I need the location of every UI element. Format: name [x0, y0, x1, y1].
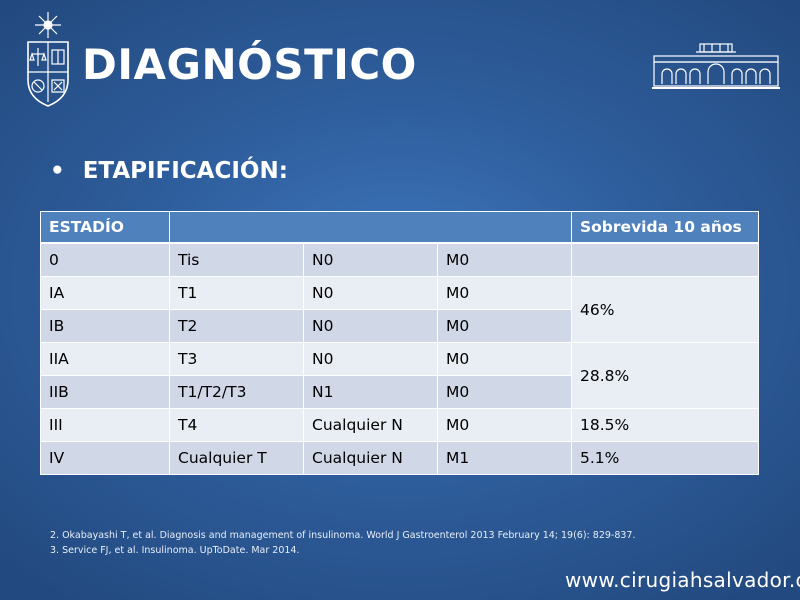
cell-m: M0 — [437, 342, 572, 376]
cell-t: T2 — [169, 309, 304, 343]
cell-stage: 0 — [40, 242, 170, 277]
cell-n: N0 — [303, 276, 438, 310]
references: 2. Okabayashi T, et al. Diagnosis and ma… — [50, 528, 636, 558]
table-row: III T4 Cualquier N M0 18.5% — [40, 408, 759, 442]
cell-m: M0 — [437, 242, 572, 277]
cell-t: T4 — [169, 408, 304, 442]
cell-survival: 28.8% — [571, 342, 759, 409]
table-row: IA T1 N0 M0 46% — [40, 276, 759, 343]
table-row: IIA T3 N0 M0 28.8% — [40, 342, 759, 409]
website-url: www.cirugiahsalvador.cl — [565, 568, 800, 592]
cell-n: N0 — [303, 309, 438, 343]
cell-n: Cualquier N — [303, 408, 438, 442]
cell-n: N0 — [303, 242, 438, 277]
cell-survival: 46% — [571, 276, 759, 343]
bullet-text: ETAPIFICACIÓN: — [82, 158, 288, 184]
table-row: 0 Tis N0 M0 — [40, 242, 759, 277]
header-survival: Sobrevida 10 años — [571, 211, 759, 244]
bullet-dot: • — [50, 158, 65, 184]
cell-stage: IB — [40, 309, 170, 343]
university-crest-icon — [27, 12, 69, 107]
cell-stage: III — [40, 408, 170, 442]
hospital-building-icon — [652, 43, 780, 89]
cell-n: Cualquier N — [303, 441, 438, 475]
cell-stage: IIA — [40, 342, 170, 376]
cell-m: M0 — [437, 375, 572, 409]
reference-item: 3. Service FJ, et al. Insulinoma. UpToDa… — [50, 545, 300, 556]
cell-t: Cualquier T — [169, 441, 304, 475]
cell-stage: IA — [40, 276, 170, 310]
table-header-row: ESTADÍO Sobrevida 10 años — [40, 211, 759, 244]
cell-m: M0 — [437, 408, 572, 442]
cell-n: N1 — [303, 375, 438, 409]
reference-item: 2. Okabayashi T, et al. Diagnosis and ma… — [50, 530, 636, 541]
cell-m: M0 — [437, 276, 572, 310]
cell-stage: IIB — [40, 375, 170, 409]
cell-t: T1/T2/T3 — [169, 375, 304, 409]
cell-survival — [571, 242, 759, 277]
cell-m: M0 — [437, 309, 572, 343]
cell-survival: 5.1% — [571, 441, 759, 475]
cell-t: Tis — [169, 242, 304, 277]
cell-m: M1 — [437, 441, 572, 475]
header-stage: ESTADÍO — [40, 211, 170, 244]
staging-table: ESTADÍO Sobrevida 10 años 0 Tis N0 M0 IA… — [40, 211, 759, 475]
bullet-heading: • ETAPIFICACIÓN: — [50, 158, 288, 184]
cell-t: T3 — [169, 342, 304, 376]
table-row: IV Cualquier T Cualquier N M1 5.1% — [40, 441, 759, 475]
header-blank — [169, 211, 572, 244]
table-row: IIB T1/T2/T3 N1 M0 — [40, 375, 759, 409]
cell-t: T1 — [169, 276, 304, 310]
cell-stage: IV — [40, 441, 170, 475]
cell-survival: 18.5% — [571, 408, 759, 442]
page-title: DIAGNÓSTICO — [82, 40, 417, 89]
cell-n: N0 — [303, 342, 438, 376]
